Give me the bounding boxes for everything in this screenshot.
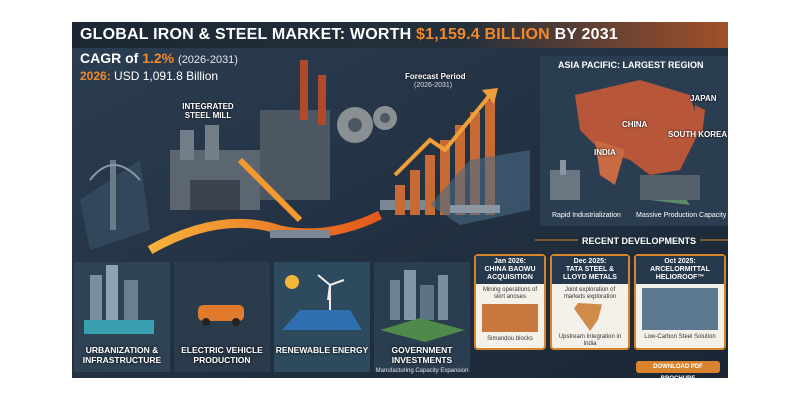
card-text: Joint exploration of markets exploration [563,287,617,300]
cagr-label: CAGR of [80,50,139,66]
card-image [574,303,602,331]
steel-mill-scene [80,60,530,254]
title: GLOBAL IRON & STEEL MARKET: WORTH $1,159… [80,26,618,44]
asia-map [540,56,728,226]
driver-label: URBANIZATION & INFRASTRUCTURE [82,345,162,365]
development-card: Dec 2025: TATA STEEL & LLOYD METALS Join… [550,254,630,350]
card-date: Jan 2026: [494,258,526,265]
download-button[interactable]: DOWNLOAD PDF BROCHURE [636,361,720,382]
drivers-art [74,262,470,372]
card-header [476,256,544,284]
base-year: 2026: USD 1,091.8 Billion [80,69,218,83]
development-card: Jan 2026: CHINA BAOWU ACQUISITION Mining… [474,254,546,350]
development-card: Oct 2025: ARCELORMITTAL HELIOROOF™ Low-C… [634,254,726,350]
cagr-value: 1.2% [142,50,175,66]
map-label: SOUTH KOREA [668,130,728,139]
base-label: 2026: [80,69,111,83]
developments-title: RECENT DEVELOPMENTS [578,236,701,246]
card-caption: Upstream Integration in India [558,334,622,347]
card-image [482,304,538,332]
base-value: USD 1,091.8 Billion [114,69,219,83]
card-caption: Low-Carbon Steel Solution [644,334,716,340]
map-label: CHINA [622,120,648,129]
driver-label: GOVERNMENT INVESTMENTS [391,345,453,365]
card-text: Mining operations of skirt anoses [482,287,538,300]
card-header [636,256,724,284]
title-bar [72,22,728,48]
driver-caption: Manufacturing Capacity Expansion [375,368,469,374]
region-caption: Rapid Industrialization [552,212,621,219]
region-title: ASIA PACIFIC: LARGEST REGION [558,60,704,70]
forecast-label: Forecast Period [405,72,466,81]
driver-label: RENEWABLE ENERGY [275,345,369,355]
card-image [642,288,718,330]
cagr: CAGR of 1.2% (2026-2031) [80,50,238,66]
region-caption: Massive Production Capacity [636,212,727,219]
cagr-period: (2026-2031) [178,54,238,66]
card-headline: ARCELORMITTAL HELIOROOF™ [650,266,710,281]
card-date: Oct 2025: [664,258,696,265]
driver-label: ELECTRIC VEHICLE PRODUCTION [181,345,263,365]
card-headline: TATA STEEL & LLOYD METALS [563,266,617,281]
title-value: $1,159.4 BILLION [416,26,550,43]
map-label: JAPAN [690,94,717,103]
card-caption: Simandou blocks [487,336,533,342]
title-start: GLOBAL IRON & STEEL MARKET: WORTH [80,26,412,43]
forecast-period: (2026-2031) [414,82,453,89]
mill-label: INTEGRATED STEEL MILL [182,102,234,120]
map-label: INDIA [594,148,616,157]
card-headline: CHINA BAOWU ACQUISITION [484,266,536,281]
title-end: BY 2031 [554,26,618,43]
card-header [552,256,628,284]
card-date: Dec 2025: [573,258,607,265]
